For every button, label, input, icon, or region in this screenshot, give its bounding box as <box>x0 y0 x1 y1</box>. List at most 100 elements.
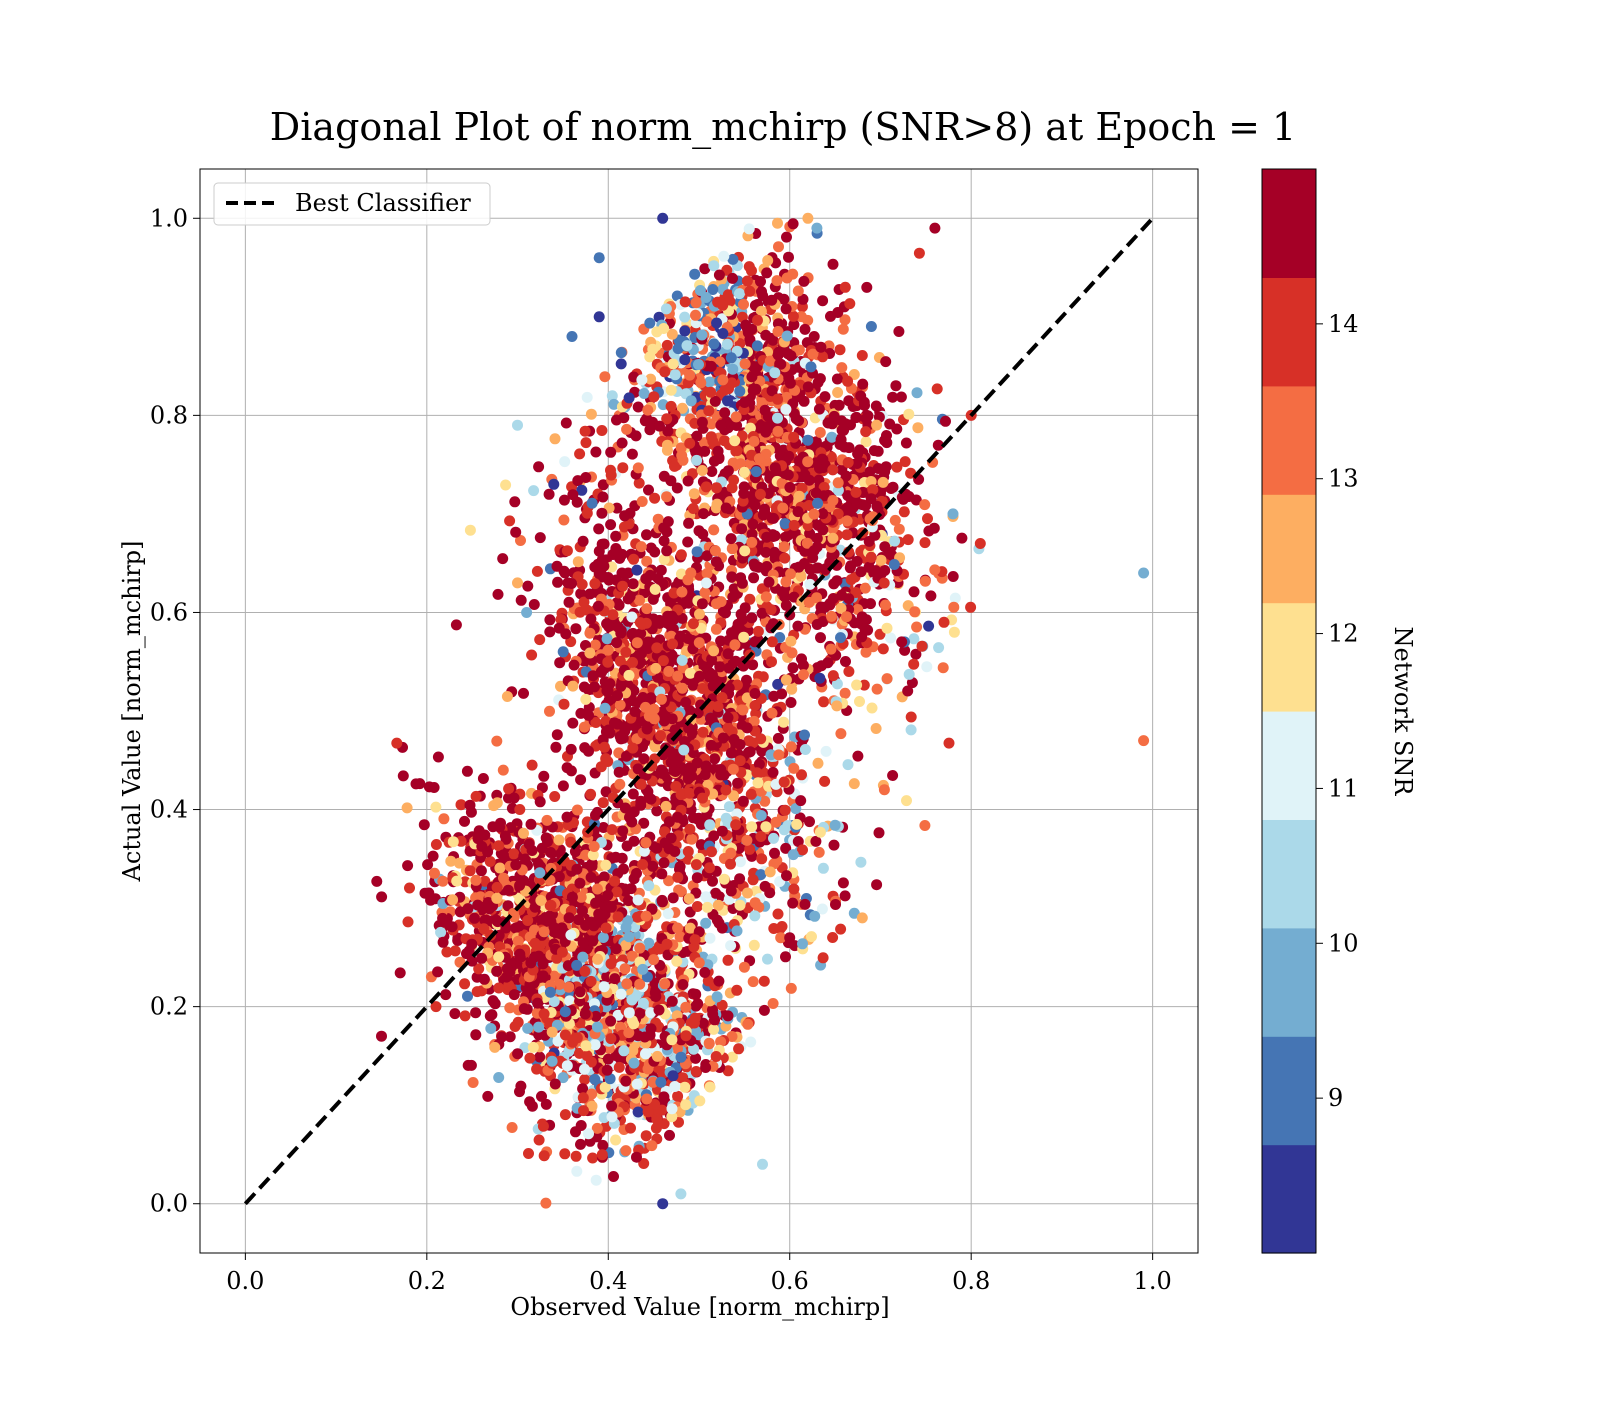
scatter-point <box>683 476 694 487</box>
scatter-point <box>778 717 789 728</box>
scatter-point <box>920 537 931 548</box>
scatter-point <box>798 276 809 287</box>
scatter-point <box>560 628 571 639</box>
scatter-point <box>536 1091 547 1102</box>
scatter-point <box>641 529 652 540</box>
scatter-point <box>694 525 705 536</box>
scatter-point <box>693 359 704 370</box>
scatter-point <box>376 891 387 902</box>
scatter-point <box>786 983 797 994</box>
scatter-point <box>723 712 734 723</box>
scatter-point <box>919 820 930 831</box>
scatter-point <box>881 430 892 441</box>
scatter-point <box>497 553 508 564</box>
scatter-point <box>566 744 577 755</box>
scatter-point <box>629 706 640 717</box>
scatter-point <box>685 668 696 679</box>
scatter-point <box>672 812 683 823</box>
scatter-point <box>802 456 813 467</box>
scatter-point <box>584 628 595 639</box>
scatter-point <box>603 572 614 583</box>
scatter-point <box>615 700 626 711</box>
scatter-point <box>882 623 893 634</box>
scatter-point <box>887 770 898 781</box>
scatter-point <box>705 387 716 398</box>
scatter-point <box>809 331 820 342</box>
scatter-point <box>849 778 860 789</box>
scatter-point <box>666 1034 677 1045</box>
scatter-point <box>663 908 674 919</box>
scatter-point <box>572 475 583 486</box>
scatter-point <box>823 417 834 428</box>
scatter-point <box>659 716 670 727</box>
scatter-point <box>965 602 976 613</box>
scatter-point <box>647 344 658 355</box>
scatter-point <box>596 508 607 519</box>
scatter-point <box>621 424 632 435</box>
scatter-point <box>773 749 784 760</box>
scatter-point <box>714 270 725 281</box>
scatter-point <box>632 637 643 648</box>
scatter-point <box>587 498 598 509</box>
scatter-point <box>836 434 847 445</box>
scatter-point <box>732 445 743 456</box>
scatter-point <box>728 475 739 486</box>
scatter-point <box>659 366 670 377</box>
scatter-point <box>628 578 639 589</box>
scatter-point <box>683 773 694 784</box>
scatter-point <box>597 557 608 568</box>
scatter-point <box>558 780 569 791</box>
scatter-point <box>803 381 814 392</box>
scatter-point <box>756 853 767 864</box>
scatter-point <box>691 297 702 308</box>
scatter-point <box>713 900 724 911</box>
scatter-point <box>616 733 627 744</box>
scatter-point <box>579 682 590 693</box>
scatter-point <box>773 909 784 920</box>
scatter-point <box>697 683 708 694</box>
scatter-point <box>830 899 841 910</box>
scatter-point <box>669 1081 680 1092</box>
scatter-point <box>726 352 737 363</box>
scatter-point <box>633 763 644 774</box>
scatter-point <box>753 777 764 788</box>
scatter-point <box>626 883 637 894</box>
scatter-point <box>859 400 870 411</box>
scatter-point <box>621 978 632 989</box>
scatter-point <box>603 1054 614 1065</box>
scatter-point <box>616 358 627 369</box>
scatter-point <box>587 1153 598 1164</box>
scatter-point <box>684 824 695 835</box>
scatter-point <box>866 321 877 332</box>
scatter-point <box>878 643 889 654</box>
scatter-point <box>888 482 899 493</box>
scatter-point <box>585 614 596 625</box>
scatter-point <box>867 703 878 714</box>
scatter-point <box>780 518 791 529</box>
scatter-point <box>664 1130 675 1141</box>
scatter-point <box>626 817 637 828</box>
scatter-point <box>826 611 837 622</box>
scatter-point <box>700 1062 711 1073</box>
scatter-point <box>395 967 406 978</box>
scatter-point <box>504 515 515 526</box>
scatter-point <box>780 951 791 962</box>
scatter-point <box>661 491 672 502</box>
scatter-point <box>920 576 931 587</box>
scatter-point <box>813 758 824 769</box>
scatter-point <box>758 510 769 521</box>
scatter-point <box>728 764 739 775</box>
scatter-point <box>655 730 666 741</box>
scatter-point <box>832 387 843 398</box>
scatter-point <box>465 525 476 536</box>
scatter-point <box>820 391 831 402</box>
scatter-point <box>529 599 540 610</box>
scatter-point <box>787 647 798 658</box>
scatter-point <box>768 513 779 524</box>
scatter-point <box>781 232 792 243</box>
scatter-point <box>519 1003 530 1014</box>
scatter-point <box>691 455 702 466</box>
scatter-point <box>717 328 728 339</box>
scatter-point <box>713 976 724 987</box>
scatter-point <box>707 1009 718 1020</box>
